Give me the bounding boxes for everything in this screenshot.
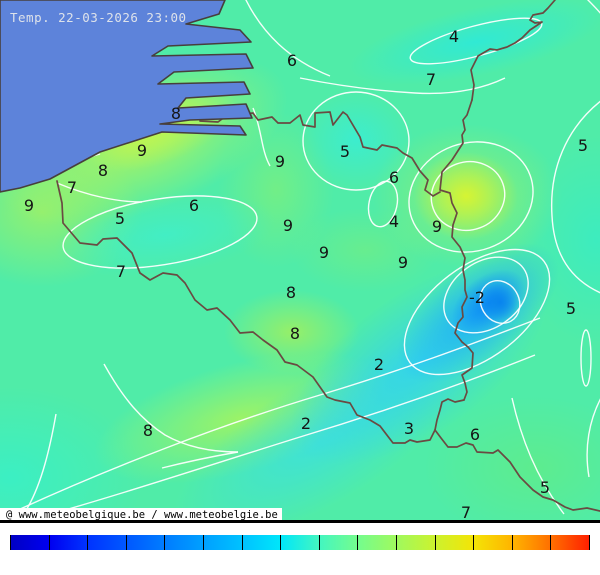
temp-label: 7 xyxy=(116,262,126,281)
temp-label: -2 xyxy=(469,288,485,307)
credit-bar-bg xyxy=(0,508,282,521)
temp-label: 4 xyxy=(449,27,459,46)
temp-label: 8 xyxy=(290,324,300,343)
credit-bar: @ www.meteobelgique.be / www.meteobelgie… xyxy=(0,508,282,521)
sea-region xyxy=(0,0,254,193)
colorbar-segment xyxy=(512,535,552,550)
border-be-de xyxy=(439,99,474,401)
temp-label: 7 xyxy=(461,503,471,522)
temp-label: 9 xyxy=(319,243,329,262)
temp-label: 7 xyxy=(426,70,436,89)
temp-label: 9 xyxy=(275,152,285,171)
border-fr-lu-south xyxy=(434,429,600,512)
colorbar-segment xyxy=(435,535,475,550)
temp-label: 2 xyxy=(301,414,311,433)
colorbar-segment xyxy=(474,535,513,550)
temp-label: 6 xyxy=(389,168,399,187)
temp-label: 9 xyxy=(432,217,442,236)
temp-label: 6 xyxy=(470,425,480,444)
temp-label: 5 xyxy=(566,299,576,318)
border-nl-be xyxy=(199,111,441,197)
colorbar-segment xyxy=(165,535,204,550)
temp-label: 8 xyxy=(143,421,153,440)
colorbar-segment xyxy=(551,535,589,550)
temp-label: 9 xyxy=(137,141,147,160)
temp-label: 5 xyxy=(540,478,550,497)
temp-label: 9 xyxy=(24,196,34,215)
border-be-fr xyxy=(56,180,436,444)
temp-label: 3 xyxy=(404,419,414,438)
colorbar-segment xyxy=(281,535,320,550)
temp-label: 8 xyxy=(286,283,296,302)
colorbar-segment xyxy=(49,535,89,550)
colorbar-segment xyxy=(203,535,243,550)
temp-label: 6 xyxy=(287,51,297,70)
temperature-map: 6 4 7 8 9 8 7 9 9 5 6 5 5 6 4 9 9 9 9 7 8 8 2 -2 5 2 3 6 8 5 7 Temp. 2… xyxy=(0,0,600,523)
temp-label: 8 xyxy=(171,104,181,123)
temp-label: 5 xyxy=(340,142,350,161)
temp-label: 7 xyxy=(67,178,77,197)
temp-label: 4 xyxy=(389,212,399,231)
temp-label: 2 xyxy=(374,355,384,374)
colorbar-segment xyxy=(88,535,127,550)
map-title: Temp. 22-03-2026 23:00 xyxy=(10,10,187,25)
colorbar-segment xyxy=(319,535,359,550)
temp-label: 5 xyxy=(578,136,588,155)
temp-label: 9 xyxy=(398,253,408,272)
temp-label: 5 xyxy=(115,209,125,228)
temp-label: 8 xyxy=(98,161,108,180)
colorbar-segment xyxy=(242,535,282,550)
border-nl-de xyxy=(470,0,556,101)
colorbar-segment xyxy=(396,535,436,550)
border-lux xyxy=(434,398,465,431)
map-bottom-border xyxy=(0,520,600,523)
credit-text: @ www.meteobelgique.be / www.meteobelgie… xyxy=(6,509,278,521)
colorbar-segment xyxy=(358,535,397,550)
colorbar-segment xyxy=(126,535,166,550)
temperature-colorbar xyxy=(10,535,590,550)
isotherm-contours xyxy=(0,0,600,521)
temp-label: 6 xyxy=(189,196,199,215)
colorbar-segment xyxy=(11,535,50,550)
temperature-labels: 6 4 7 8 9 8 7 9 9 5 6 5 5 6 4 9 9 9 9 7 8 8 2 -2 5 2 3 6 8 5 7 xyxy=(24,27,588,522)
country-borders xyxy=(56,0,600,512)
temp-label: 9 xyxy=(283,216,293,235)
